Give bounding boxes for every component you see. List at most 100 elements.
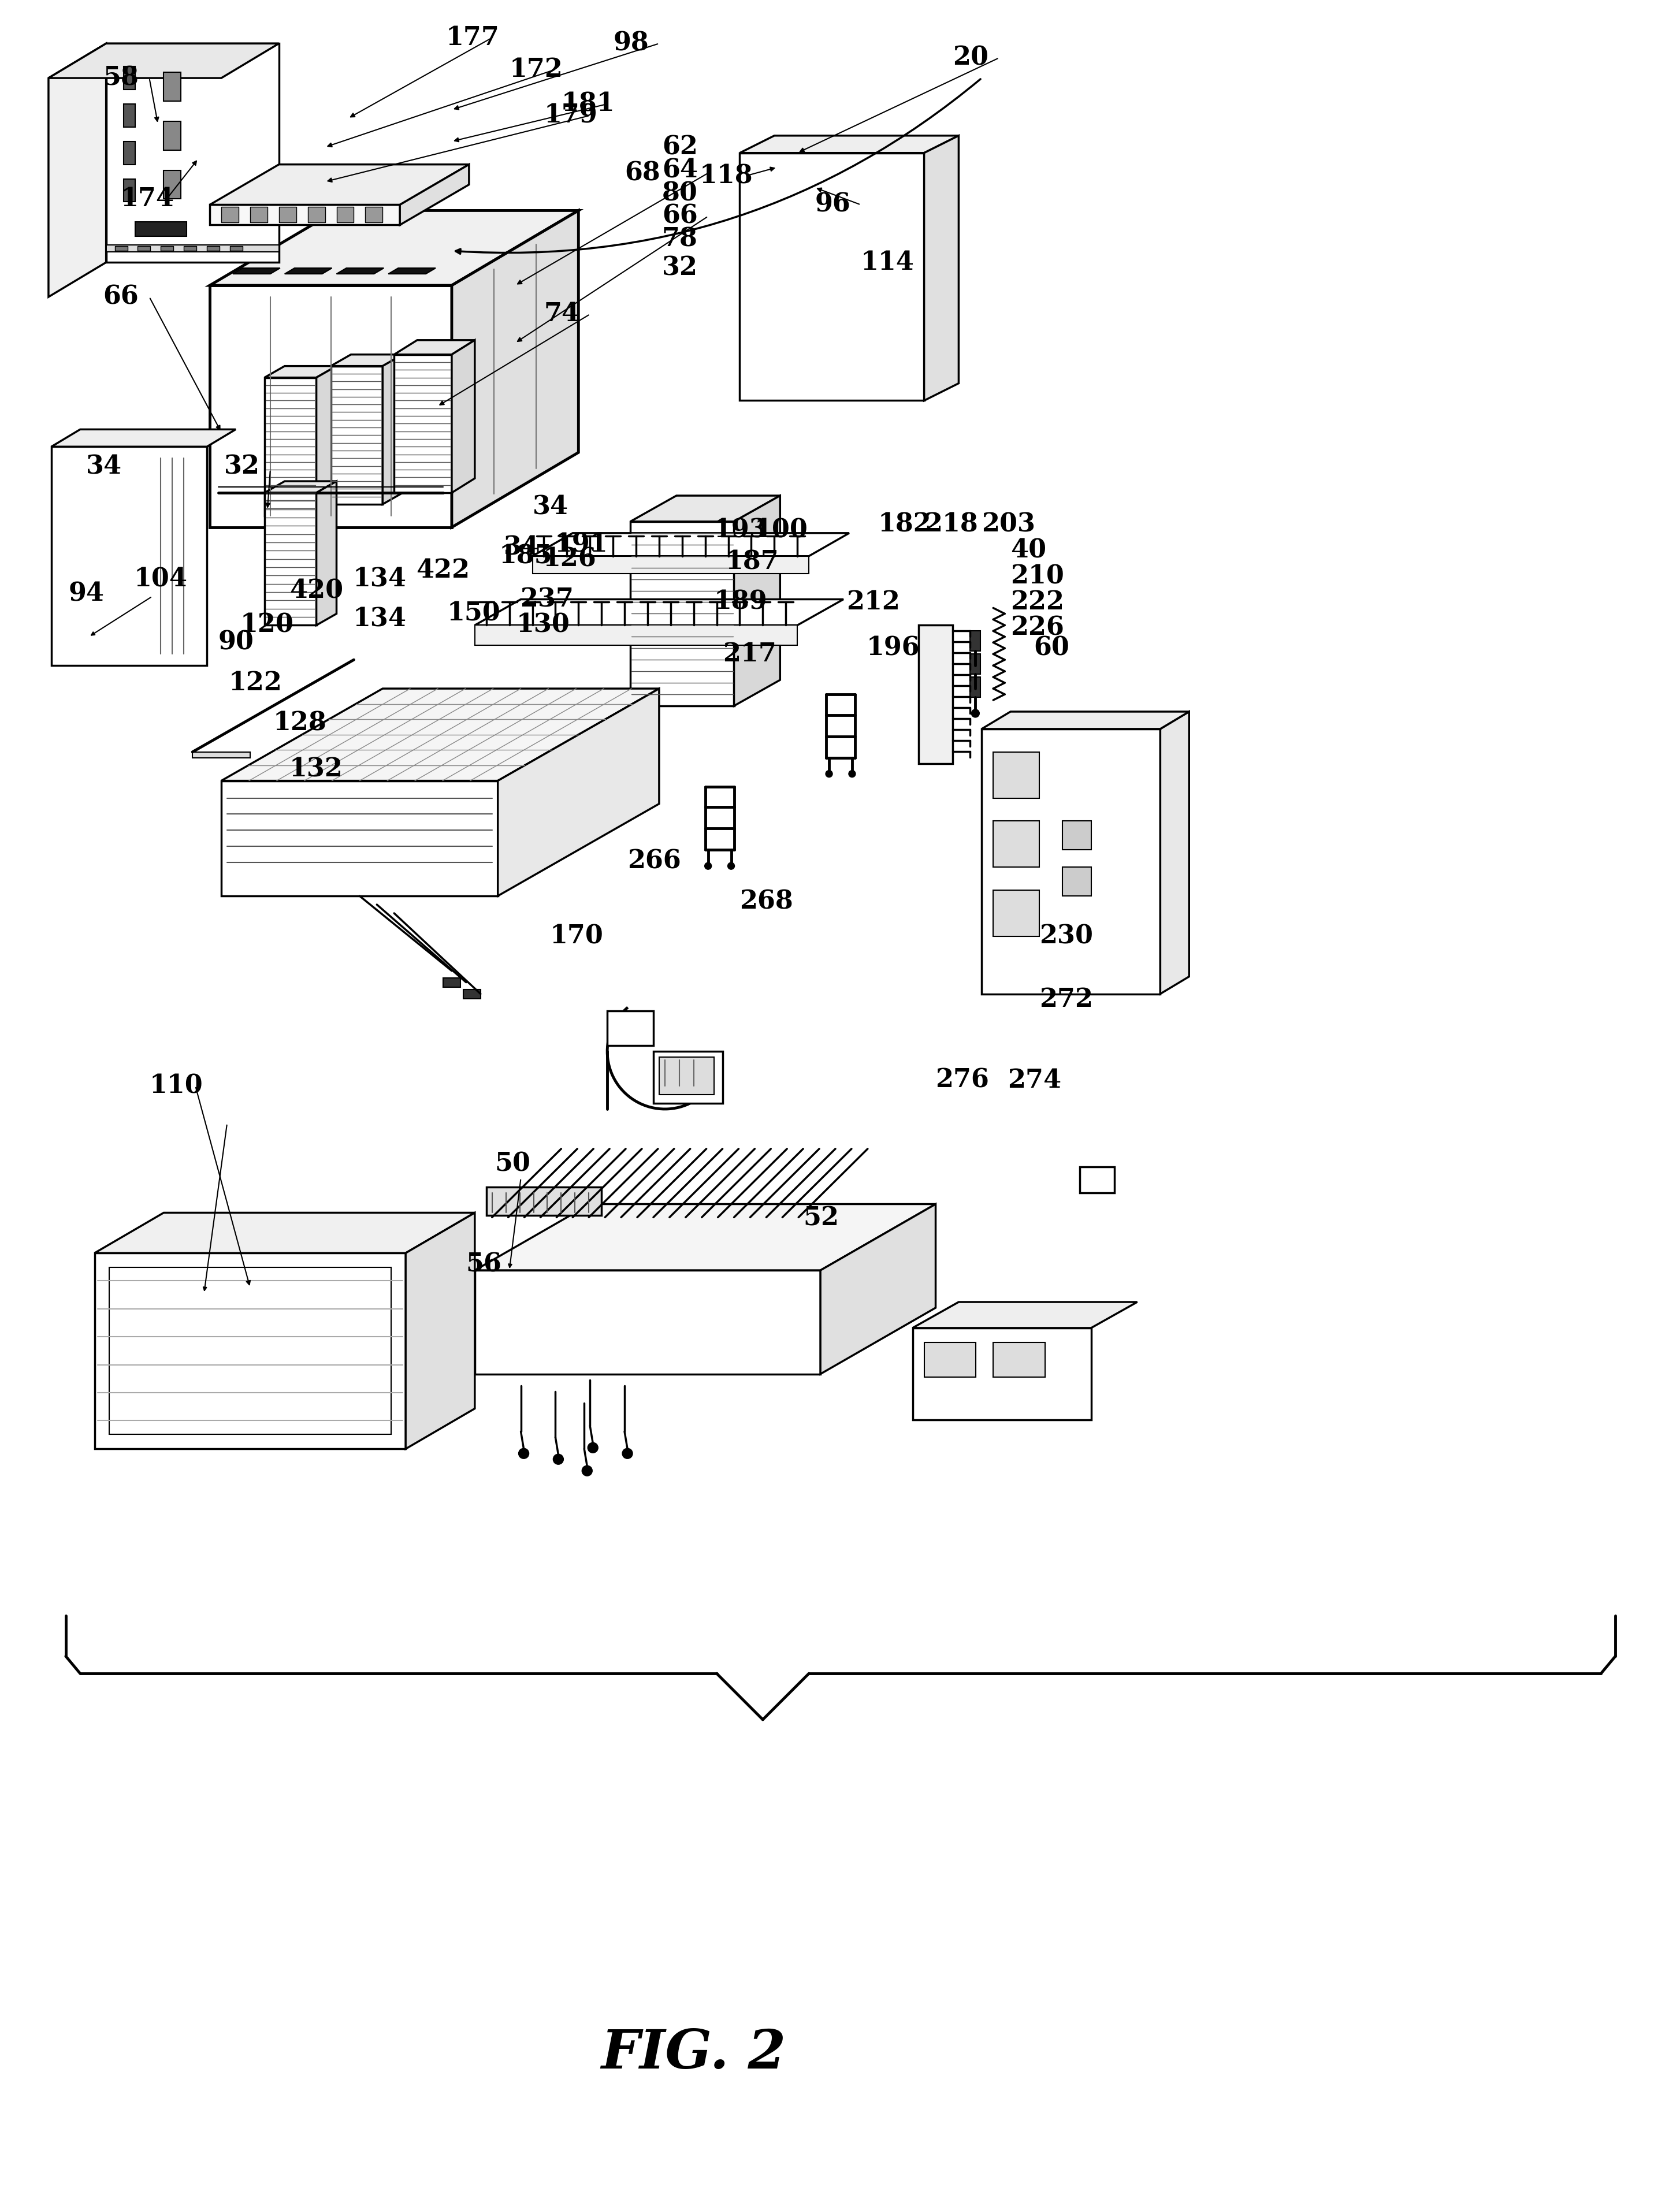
Text: 128: 128 [274,710,326,735]
Polygon shape [250,207,267,223]
Polygon shape [993,752,1040,799]
Text: 90: 90 [218,631,254,655]
Polygon shape [533,534,848,556]
Polygon shape [163,73,181,101]
Polygon shape [981,728,1161,995]
Circle shape [1077,772,1094,790]
Circle shape [581,1465,593,1476]
Polygon shape [981,713,1189,728]
Polygon shape [210,285,452,527]
Text: 60: 60 [1033,635,1068,660]
Polygon shape [820,1204,936,1374]
Circle shape [704,609,712,618]
Polygon shape [365,207,383,223]
Circle shape [69,510,81,521]
Circle shape [795,214,806,225]
Text: 174: 174 [121,188,175,212]
Text: 210: 210 [1010,565,1063,589]
Circle shape [69,476,81,488]
Text: 126: 126 [543,547,596,571]
Polygon shape [993,821,1040,867]
Circle shape [131,199,144,212]
Circle shape [69,613,81,624]
Polygon shape [993,1341,1045,1377]
Polygon shape [739,135,959,152]
Circle shape [727,863,734,869]
Polygon shape [388,269,435,274]
Polygon shape [497,688,659,896]
Text: 110: 110 [150,1074,203,1099]
Polygon shape [475,600,843,624]
Polygon shape [452,340,475,492]
Polygon shape [331,366,383,505]
Circle shape [758,176,768,188]
Text: 422: 422 [417,558,470,582]
Circle shape [1050,1379,1075,1403]
Polygon shape [331,355,403,366]
Text: 130: 130 [516,613,570,638]
Circle shape [869,251,880,263]
Circle shape [869,289,880,300]
Circle shape [795,289,806,300]
Polygon shape [969,677,981,697]
Circle shape [971,710,979,717]
Text: 196: 196 [867,635,921,660]
Polygon shape [336,207,354,223]
Text: 118: 118 [699,163,753,188]
Text: 40: 40 [1010,538,1047,563]
Polygon shape [222,207,239,223]
Polygon shape [49,44,106,298]
Text: 80: 80 [662,181,697,205]
Text: 56: 56 [465,1253,502,1277]
Circle shape [109,613,121,624]
Polygon shape [630,521,734,706]
Text: 189: 189 [714,589,768,615]
Circle shape [1058,1343,1067,1352]
Circle shape [832,214,843,225]
Polygon shape [123,179,134,203]
Text: 68: 68 [625,161,660,185]
Text: 104: 104 [134,567,188,591]
Text: 122: 122 [228,671,282,695]
Text: 94: 94 [69,580,104,607]
Polygon shape [114,247,128,251]
Polygon shape [395,355,452,492]
Text: 34: 34 [504,536,539,560]
Polygon shape [533,556,808,574]
Circle shape [832,326,843,338]
Text: 222: 222 [1010,589,1063,615]
Circle shape [758,251,768,263]
Polygon shape [734,496,780,706]
Polygon shape [284,269,333,274]
Circle shape [588,1443,598,1454]
Circle shape [643,609,652,618]
Circle shape [109,476,121,488]
Circle shape [1085,1171,1102,1189]
Polygon shape [163,170,181,199]
Circle shape [109,510,121,521]
Text: 230: 230 [1040,924,1094,949]
Polygon shape [222,781,497,896]
Circle shape [971,686,979,695]
Text: FIG. 2: FIG. 2 [601,2027,786,2080]
Text: 78: 78 [662,227,697,251]
Circle shape [1050,1335,1075,1361]
Circle shape [69,545,81,556]
Text: 274: 274 [1008,1068,1062,1092]
Circle shape [795,251,806,263]
Circle shape [553,1454,563,1465]
Text: 181: 181 [561,90,615,117]
Polygon shape [659,1057,714,1094]
Text: 34: 34 [86,454,123,479]
Text: 268: 268 [739,889,793,913]
Circle shape [795,326,806,338]
Text: 170: 170 [549,924,603,949]
Polygon shape [49,44,279,77]
Polygon shape [138,247,151,251]
Text: 34: 34 [533,494,568,521]
Polygon shape [475,1204,936,1271]
Circle shape [684,609,692,618]
Circle shape [150,545,161,556]
Text: 182: 182 [879,512,932,536]
Polygon shape [654,1052,722,1103]
